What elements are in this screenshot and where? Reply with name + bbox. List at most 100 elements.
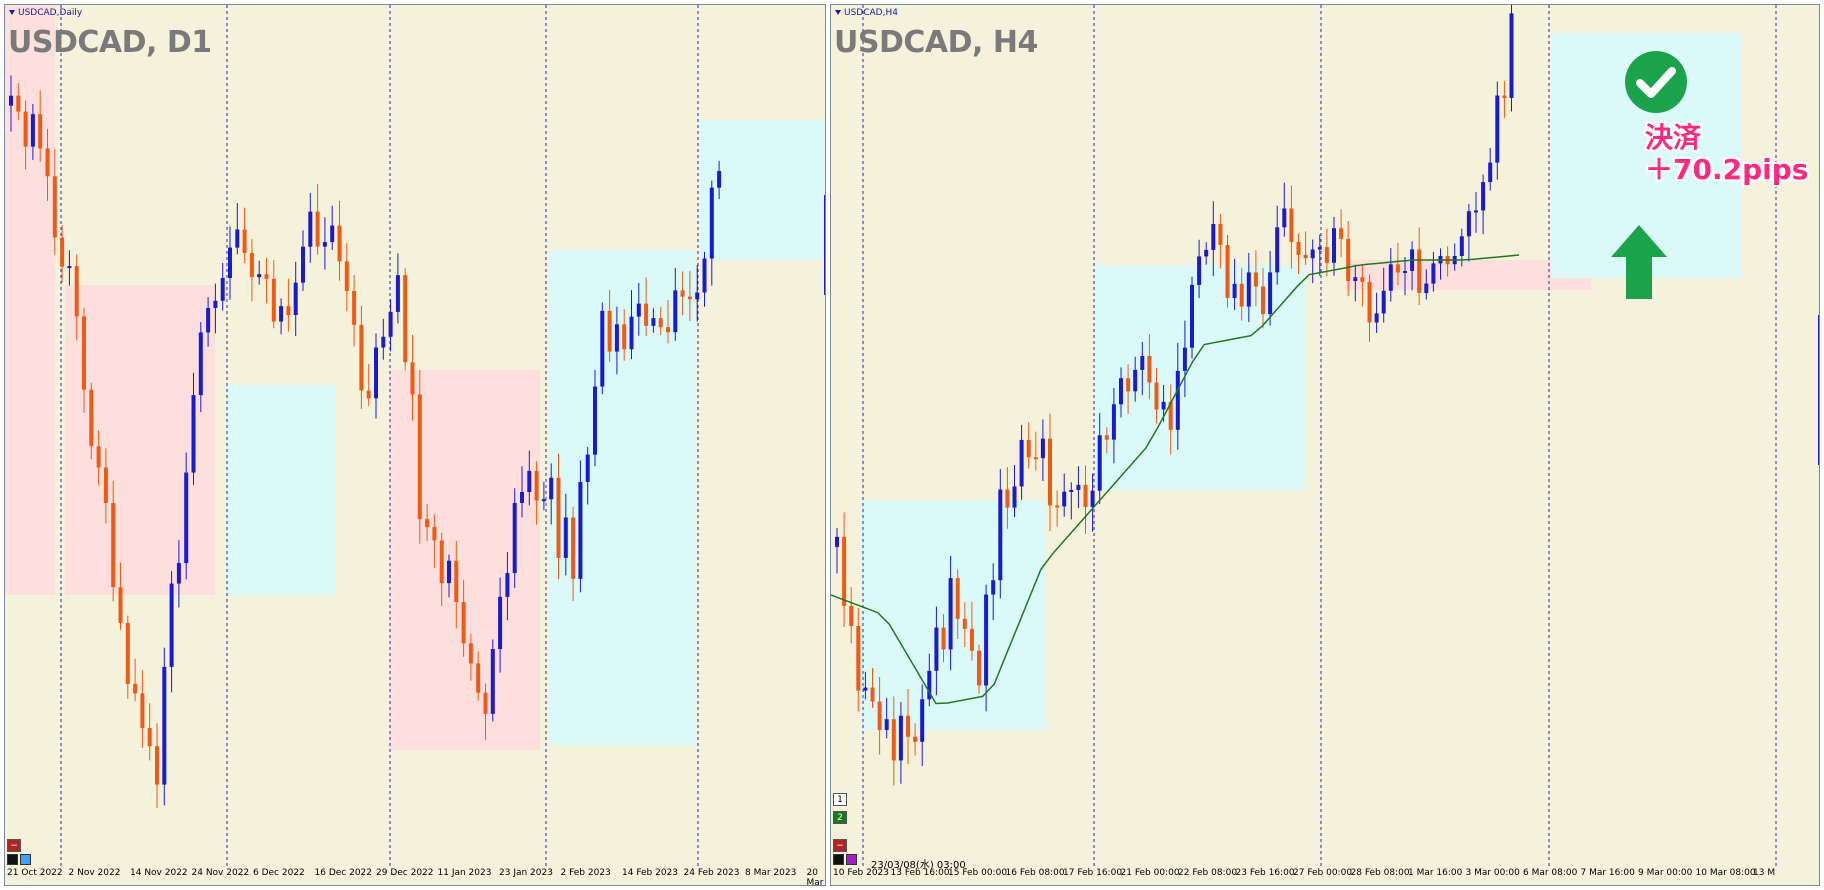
bull-candle [863, 687, 868, 691]
bull-candle [1140, 356, 1145, 370]
time-axis-label: 2 Nov 2022 [68, 868, 121, 878]
bear-candle [38, 114, 43, 149]
bear-candle [680, 290, 685, 297]
bull-candle [1388, 264, 1393, 291]
bull-candle [1111, 404, 1116, 440]
bull-candle [1381, 290, 1386, 314]
bull-candle [1466, 211, 1471, 237]
bull-candle [330, 225, 335, 243]
bull-candle [1090, 490, 1095, 508]
bear-candle [1360, 277, 1365, 282]
chart-toolbar-mini [833, 854, 857, 865]
bear-candle [264, 274, 269, 279]
window-tab-h4[interactable]: USDCAD,H4 [835, 8, 898, 18]
bear-candle [103, 467, 108, 503]
bull-candle [374, 347, 378, 399]
bear-candle [89, 389, 94, 447]
bull-candle [1069, 489, 1074, 492]
bull-candle [490, 649, 495, 714]
bull-candle [1040, 438, 1045, 459]
bear-candle [468, 643, 473, 664]
trade-zone [1096, 265, 1306, 490]
bear-candle [60, 237, 65, 267]
chart-window-h4[interactable]: USDCAD,H4 USDCAD, H4 1 2 − 23/03/08(水) 0… [830, 4, 1820, 886]
subwindow-button-1[interactable]: 1 [833, 793, 847, 806]
bull-candle [388, 311, 393, 337]
bull-candle [1182, 347, 1187, 371]
bear-candle [877, 701, 882, 730]
bear-candle [1296, 241, 1301, 255]
bull-candle [308, 211, 313, 247]
bull-candle [835, 536, 839, 547]
bear-candle [242, 229, 247, 254]
bull-candle [220, 278, 225, 301]
bear-candle [941, 627, 946, 650]
color-icon[interactable] [20, 854, 31, 865]
bear-candle [1218, 224, 1223, 245]
bear-candle [1346, 238, 1351, 281]
window-tab-daily[interactable]: USDCAD,Daily [9, 8, 82, 18]
time-axis-label: 23 Jan 2023 [499, 868, 553, 878]
bear-candle [870, 687, 875, 702]
bear-candle [403, 275, 408, 363]
bull-candle [1232, 283, 1237, 299]
bear-candle [52, 176, 57, 238]
bull-candle [235, 229, 240, 248]
bear-candle [359, 324, 364, 391]
time-axis-label: 10 Feb 2023 [833, 868, 890, 878]
bear-candle [1168, 401, 1173, 430]
bull-candle [1019, 439, 1024, 487]
bear-candle [622, 324, 627, 350]
bear-candle [1126, 378, 1131, 392]
chart-window-daily[interactable]: USDCAD,Daily USDCAD, D1 − 21 Oct 2022 2 N… [4, 4, 826, 886]
bull-candle [527, 470, 532, 493]
time-axis-label: 6 Mar 08:00 [1523, 868, 1578, 878]
bull-candle [563, 517, 568, 558]
bull-candle [1190, 284, 1194, 348]
bear-candle [111, 502, 116, 588]
bull-candle [169, 583, 174, 667]
time-axis-label: 23 Feb 16:00 [1235, 868, 1295, 878]
bear-candle [1104, 435, 1109, 440]
h4-plot-area[interactable] [831, 5, 1820, 886]
time-axis-label: 21 Oct 2022 [7, 868, 63, 878]
bear-candle [352, 290, 357, 325]
bear-candle [45, 148, 50, 177]
eye-icon[interactable] [833, 854, 844, 865]
window-tab-title: USDCAD,H4 [844, 8, 898, 18]
bear-candle [856, 626, 861, 691]
bull-candle [651, 318, 656, 326]
subwindow-button-2[interactable]: 2 [833, 811, 847, 824]
daily-plot-area[interactable] [5, 5, 826, 886]
bear-candle [417, 394, 422, 520]
color-icon[interactable] [846, 854, 857, 865]
dropdown-triangle-icon [835, 10, 841, 15]
bull-candle [1268, 272, 1273, 315]
bull-candle [709, 187, 714, 259]
bear-candle [891, 719, 896, 761]
bear-candle [1239, 283, 1244, 307]
eye-icon[interactable] [7, 854, 18, 865]
window-tab-title: USDCAD,Daily [18, 8, 83, 18]
bull-candle [549, 477, 554, 500]
bear-candle [82, 316, 86, 390]
bull-candle [636, 303, 641, 317]
bull-candle [717, 171, 722, 188]
moving-average-line [831, 254, 1520, 705]
bear-candle [133, 683, 138, 694]
minimize-icon[interactable]: − [7, 839, 21, 852]
bull-candle [176, 563, 181, 584]
bull-candle [920, 699, 925, 742]
bull-candle [1012, 486, 1017, 508]
bull-candle [191, 395, 196, 473]
arrow-up-icon [1611, 225, 1667, 299]
bull-candle [228, 247, 232, 279]
bull-candle [395, 275, 400, 312]
minimize-icon[interactable]: − [833, 839, 847, 852]
bear-candle [461, 602, 466, 644]
bull-candle [322, 242, 327, 247]
bear-candle [1083, 484, 1088, 508]
bull-candle [1076, 484, 1081, 490]
bull-candle [213, 300, 218, 308]
bear-candle [849, 605, 854, 627]
